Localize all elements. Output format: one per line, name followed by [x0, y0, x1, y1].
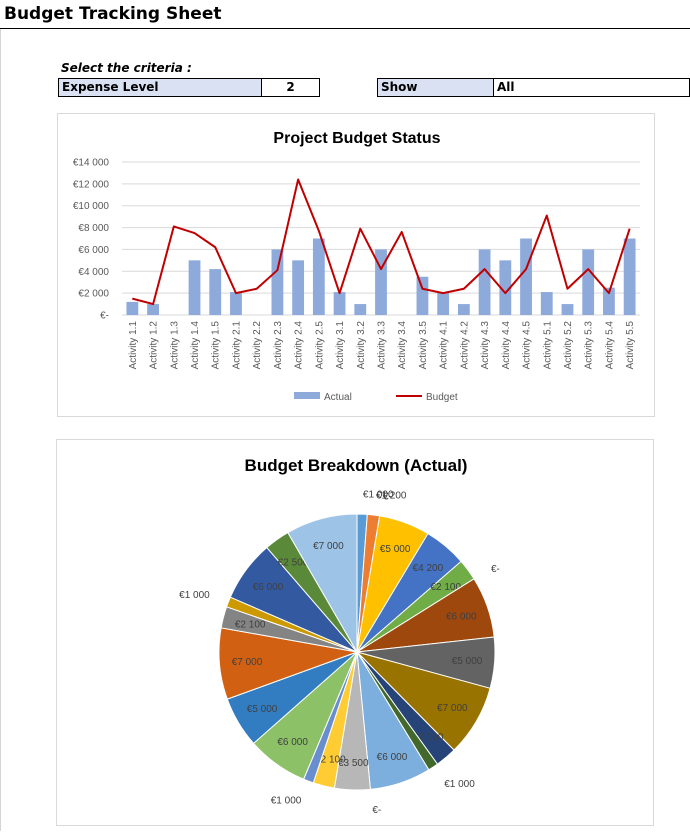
bar-chart-title: Project Budget Status: [273, 130, 440, 147]
pie-data-label: €5 000: [380, 544, 411, 555]
actual-bar: [333, 292, 346, 315]
actual-bar: [354, 304, 367, 315]
actual-bar: [437, 292, 450, 315]
x-tick-label: Activity 3.3: [377, 321, 388, 370]
x-tick-label: Activity 5.2: [563, 321, 574, 370]
pie-data-label: €2 100: [430, 582, 461, 593]
x-tick-label: Activity 5.5: [625, 321, 636, 370]
title-underline: [0, 28, 690, 29]
x-tick-label: Activity 2.3: [273, 321, 284, 370]
legend-budget-label: Budget: [426, 392, 458, 403]
pie-data-label: €2 500: [278, 558, 309, 569]
pie-data-label: €1 000: [271, 795, 302, 806]
x-tick-label: Activity 3.4: [397, 321, 408, 370]
y-tick-label: €8 000: [78, 223, 109, 234]
pie-chart-title: Budget Breakdown (Actual): [245, 456, 468, 475]
y-tick-label: €10 000: [73, 201, 110, 212]
pie-data-label: €3 500: [338, 758, 369, 769]
sheet-title: Budget Tracking Sheet: [4, 4, 222, 24]
pie-data-label: €2 100: [413, 732, 444, 743]
pie-data-label: €-: [383, 492, 392, 503]
x-tick-label: Activity 2.4: [294, 321, 305, 370]
actual-bar: [312, 238, 325, 315]
budget-breakdown-chart: Budget Breakdown (Actual) €1 000€1 200€-…: [179, 456, 500, 816]
pie-data-label: €4 200: [413, 563, 444, 574]
x-tick-label: Activity 2.1: [231, 321, 242, 370]
y-tick-label: €14 000: [73, 158, 110, 169]
criteria-label: Select the criteria :: [61, 61, 192, 75]
pie-data-label: €6 000: [377, 752, 408, 763]
budget-status-chart-area[interactable]: Project Budget Status €- €2 000 €4 000 €6 0…: [57, 113, 655, 417]
actual-bar: [540, 292, 553, 315]
y-tick-label: €12 000: [73, 179, 110, 190]
x-tick-label: Activity 3.2: [356, 321, 367, 370]
show-label: Show: [377, 78, 494, 97]
actual-bar: [457, 304, 470, 315]
actual-bar: [375, 249, 387, 315]
x-tick-label: Activity 2.2: [252, 321, 263, 370]
x-tick-label: Activity 5.3: [584, 321, 595, 370]
x-tick-label: Activity 4.5: [522, 321, 533, 370]
x-tick-label: Activity 4.4: [501, 321, 512, 370]
actual-bar: [561, 304, 574, 315]
actual-bar: [623, 238, 636, 315]
pie-data-label: €7 000: [313, 541, 344, 552]
pie-data-label: €5 000: [247, 704, 278, 715]
y-tick-label: €4 000: [78, 267, 109, 278]
sheet-left-border: [0, 29, 1, 831]
x-tick-label: Activity 3.5: [418, 321, 429, 370]
pie-data-label: €1 000: [363, 490, 394, 501]
x-tick-label: Activity 4.1: [439, 321, 450, 370]
pie-data-label: €1 000: [179, 590, 210, 601]
actual-bar: [582, 249, 595, 315]
expense-level-label: Expense Level: [58, 78, 262, 97]
x-tick-label: Activity 5.1: [542, 321, 553, 370]
actual-bar: [188, 260, 201, 315]
pie-data-label: €7 000: [232, 657, 263, 668]
x-tick-label: Activity 1.4: [190, 321, 201, 370]
x-tick-label: Activity 4.3: [480, 321, 491, 370]
x-tick-label: Activity 1.1: [128, 321, 139, 370]
budget-breakdown-chart-area[interactable]: Budget Breakdown (Actual) €1 000 €1 200 €-…: [56, 439, 654, 826]
x-tick-label: Activity 1.2: [149, 321, 160, 370]
actual-bar: [478, 249, 491, 315]
pie-data-label: €7 000: [437, 703, 468, 714]
actual-bar: [126, 301, 139, 315]
actual-bar: [147, 304, 159, 315]
y-tick-label: €2 000: [78, 289, 109, 300]
actual-bar: [230, 292, 242, 315]
pie-data-label: €-: [491, 564, 500, 575]
pie-data-label: €1 200: [376, 491, 407, 502]
pie-slice: [287, 513, 358, 654]
pie-data-label: €1 000: [444, 779, 475, 790]
pie-data-label: €2 100: [315, 755, 346, 766]
budget-status-chart: Project Budget Status €- €2 000 €4 000 €6 0…: [73, 130, 640, 403]
x-tick-label: Activity 1.3: [169, 321, 180, 370]
budget-line: [132, 178, 631, 306]
pie-data-label: €6 000: [277, 737, 308, 748]
y-tick-label: €6 000: [78, 245, 109, 256]
x-tick-label: Activity 2.5: [314, 321, 325, 370]
x-tick-label: Activity 5.4: [604, 321, 615, 370]
actual-bar: [271, 249, 284, 315]
actual-bar: [603, 287, 615, 315]
show-select[interactable]: All: [493, 78, 690, 97]
actual-bar: [520, 238, 532, 315]
actual-bar: [209, 269, 222, 315]
pie-data-label: €5 000: [452, 656, 483, 667]
actual-bar: [416, 276, 429, 315]
x-tick-label: Activity 3.1: [335, 321, 346, 370]
legend-actual-label: Actual: [324, 392, 352, 403]
y-tick-label: €-: [100, 311, 109, 322]
actual-bar: [292, 260, 305, 315]
legend-actual-swatch: [294, 392, 320, 399]
pie-data-label: €6 000: [253, 582, 284, 593]
actual-bar: [499, 260, 512, 315]
x-tick-label: Activity 1.5: [211, 321, 222, 370]
pie-data-label: €6 000: [446, 611, 477, 622]
expense-level-input[interactable]: 2: [261, 78, 320, 97]
pie-data-label: €2 100: [235, 620, 266, 631]
x-tick-label: Activity 4.2: [459, 321, 470, 370]
pie-data-label: €-: [372, 805, 381, 816]
